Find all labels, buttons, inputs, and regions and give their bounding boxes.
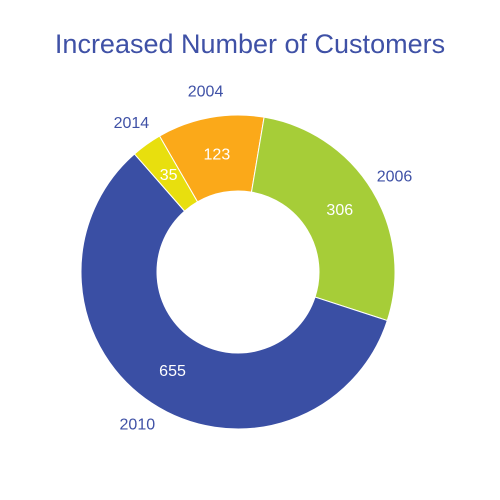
category-label-2014: 2014 — [114, 115, 150, 132]
donut-slice-2010[interactable] — [80, 153, 388, 430]
chart-title: Increased Number of Customers — [54, 29, 446, 59]
category-labels: 2004 2006 2010 2014 — [114, 83, 413, 433]
donut-slices — [80, 114, 396, 430]
slice-value-label-2006: 306 — [326, 202, 353, 219]
slice-value-label-2010: 655 — [159, 363, 186, 380]
donut-slice-2006[interactable] — [250, 116, 396, 322]
slice-value-label-2014: 35 — [160, 167, 178, 184]
slice-value-label-2004: 123 — [204, 146, 231, 163]
slice-value-labels: 123 306 655 35 — [159, 146, 353, 379]
category-label-2006: 2006 — [377, 169, 413, 186]
category-label-2004: 2004 — [188, 83, 224, 100]
category-label-2010: 2010 — [120, 416, 156, 433]
donut-slice-2014[interactable] — [133, 135, 199, 212]
